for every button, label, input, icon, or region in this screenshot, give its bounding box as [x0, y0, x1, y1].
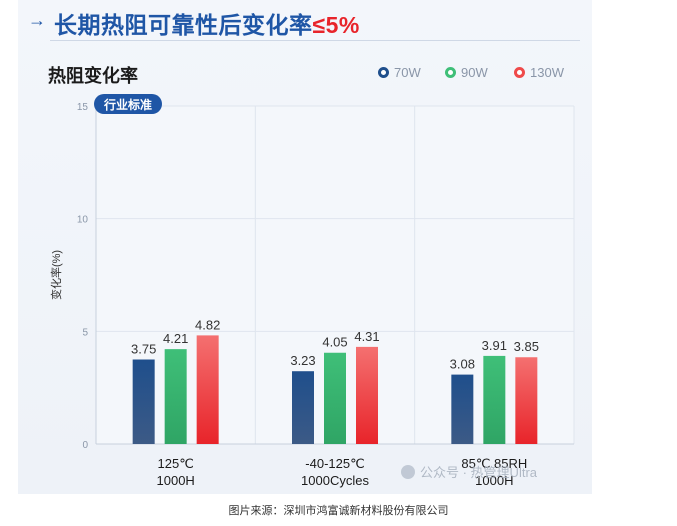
bar-70w: [451, 374, 474, 444]
x-tick-label: 1000H: [475, 473, 513, 488]
chart-title: 热阻变化率: [48, 66, 138, 86]
data-label: 3.91: [482, 338, 507, 353]
data-label: 3.75: [131, 342, 156, 357]
data-label: 3.08: [450, 357, 475, 372]
x-tick-label: 1000H: [157, 473, 195, 488]
reference-label: 行业标准: [103, 97, 152, 112]
y-tick-label: 10: [77, 215, 89, 226]
data-label: 4.05: [322, 335, 347, 350]
y-tick-label: 15: [77, 102, 89, 113]
title-divider: [50, 40, 580, 41]
header: → 长期热阻可靠性后变化率≤5%: [18, 4, 592, 38]
data-label: 4.21: [163, 331, 188, 346]
title-accent: ≤5%: [312, 12, 360, 38]
arrow-icon: →: [28, 10, 46, 30]
legend-item-90w: 90W: [445, 64, 488, 80]
chart-plot: 0 5 10 15 变化率(%) 行业标准 3.75 4.21 4.82 125℃ 1000H 3.2…: [49, 94, 575, 488]
page-title: 长期热阻可靠性后变化率≤5%: [54, 6, 360, 40]
data-label: 3.23: [290, 353, 315, 368]
watermark-text: 公众号 · 热管理Ultra: [420, 465, 538, 480]
legend-label-90w: 90W: [461, 64, 488, 80]
bar-90w: [483, 355, 506, 444]
x-tick-label: -40-125℃: [305, 456, 364, 471]
x-tick-label: 1000Cycles: [301, 473, 369, 488]
legend-label-70w: 70W: [394, 64, 421, 80]
x-tick-label: 125℃: [158, 456, 194, 471]
legend-marker-70w: [378, 66, 389, 78]
y-axis-label: 变化率(%): [49, 250, 63, 300]
legend-label-130w: 130W: [530, 64, 564, 80]
y-tick-label: 0: [82, 440, 88, 451]
legend-item-70w: 70W: [378, 64, 421, 80]
title-text: 长期热阻可靠性后变化率: [54, 12, 313, 38]
bar-130w: [515, 357, 538, 444]
bar-130w: [356, 346, 378, 444]
bar-130w: [196, 335, 219, 444]
data-label: 3.85: [514, 339, 539, 354]
legend-marker-90w: [445, 66, 456, 78]
reference-badge: [94, 94, 162, 114]
chart-card: → 长期热阻可靠性后变化率≤5% 热阻变化率 70W 90W 130W 0 5 10…: [18, 0, 592, 494]
bar-90w: [164, 349, 187, 444]
bar-70w: [292, 371, 314, 444]
legend-marker-130w: [514, 66, 525, 78]
legend-item-130w: 130W: [514, 64, 564, 80]
wechat-icon: [401, 465, 415, 479]
bar-90w: [324, 352, 346, 444]
x-tick-label: 85℃ 85RH: [461, 456, 527, 471]
bar-70w: [132, 359, 155, 444]
image-credit: 图片来源：深圳市鸿富诚新材料股份有限公司: [228, 505, 449, 517]
y-tick-label: 5: [82, 327, 88, 338]
data-label: 4.31: [354, 329, 379, 344]
data-label: 4.82: [195, 317, 220, 332]
